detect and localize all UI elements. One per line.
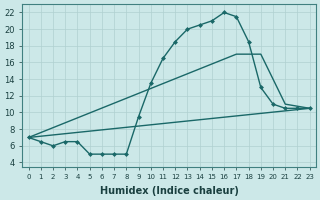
X-axis label: Humidex (Indice chaleur): Humidex (Indice chaleur) — [100, 186, 239, 196]
